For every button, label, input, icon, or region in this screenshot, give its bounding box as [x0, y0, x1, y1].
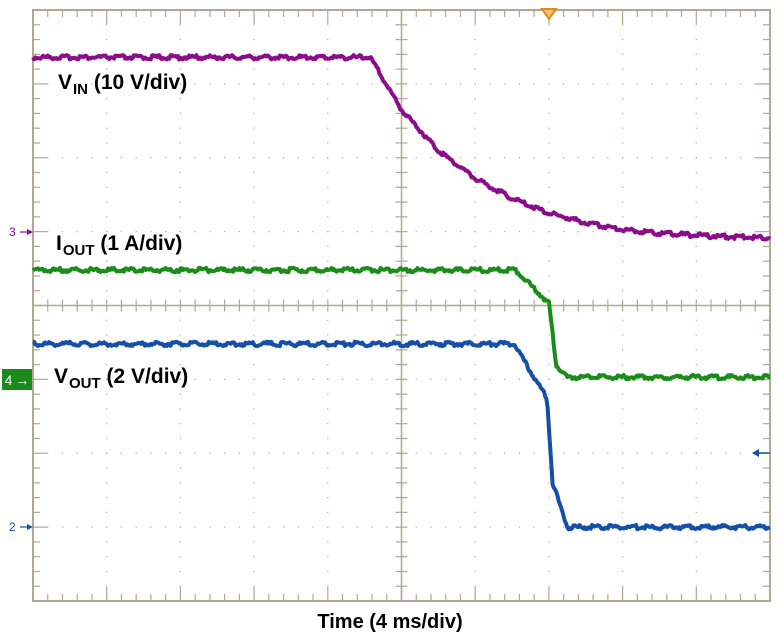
iout-label-scale: (1 A/div) — [100, 232, 183, 255]
ch3-marker: 3 — [9, 225, 16, 239]
vout-label-scale: (2 V/div) — [106, 365, 189, 388]
vin-label: VIN (10 V/div) — [58, 72, 187, 97]
arrow-right-icon: → — [15, 371, 30, 388]
x-axis-label: Time (4 ms/div) — [317, 611, 463, 633]
vout-label-sub: OUT — [69, 375, 101, 392]
vin-label-main: V — [58, 71, 73, 94]
vin-label-scale: (10 V/div) — [93, 71, 188, 94]
ch2-marker-arrow-icon — [20, 524, 33, 530]
graticule — [32, 9, 771, 602]
iout-label: IOUT (1 A/div) — [56, 233, 182, 258]
vout-trace — [32, 339, 771, 532]
iout-trace — [31, 265, 771, 382]
ref-arrow-icon — [752, 449, 770, 457]
traces — [31, 53, 772, 532]
vout-label: VOUT (2 V/div) — [54, 366, 188, 391]
ch2-marker: 2 — [9, 520, 16, 534]
trigger-position-icon — [540, 8, 558, 21]
vout-label-main: V — [54, 365, 69, 388]
vin-label-sub: IN — [73, 81, 89, 98]
vin-trace — [31, 53, 772, 242]
ch3-marker-arrow-icon — [20, 229, 33, 235]
iout-label-main: I — [56, 232, 62, 255]
ch4-marker: 4 → — [2, 369, 32, 390]
iout-label-sub: OUT — [62, 242, 95, 259]
ch4-marker-label: 4 — [4, 371, 13, 388]
